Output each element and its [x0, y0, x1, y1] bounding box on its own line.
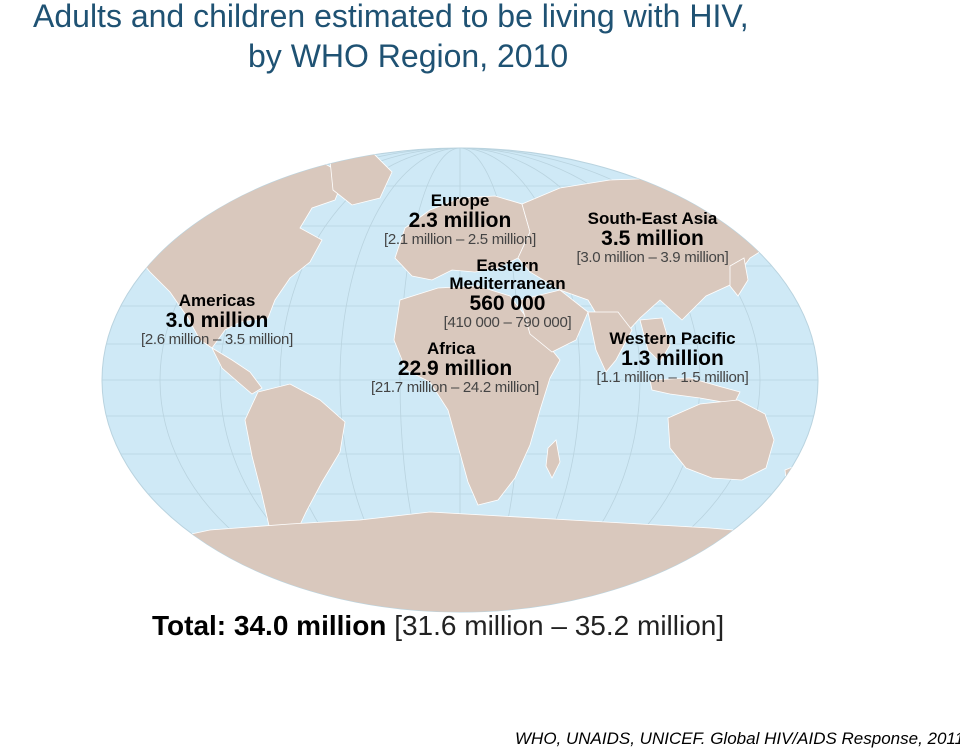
region-label-eastern-mediterranean: Eastern Mediterranean 560 000 [410 000 –… [420, 256, 595, 332]
central-america-landmass [211, 346, 263, 395]
region-value: 3.0 million [165, 309, 269, 332]
region-value: 22.9 million [397, 357, 513, 380]
region-label-africa: Africa 22.9 million [21.7 million – 24.2… [355, 339, 555, 397]
region-range: [2.1 million – 2.5 million] [384, 231, 536, 248]
region-name-line-1: Eastern [476, 256, 539, 275]
region-value: 560 000 [469, 292, 546, 315]
region-name: Americas [178, 291, 256, 310]
africa-landmass [393, 285, 561, 506]
region-range: [3.0 million – 3.9 million] [576, 249, 729, 266]
region-name: Western Pacific [609, 329, 736, 348]
india-landmass [587, 311, 633, 373]
region-range: [410 000 – 790 000] [443, 314, 572, 331]
new-zealand-landmass [784, 465, 799, 497]
total-summary: Total: 34.0 million [31.6 million – 35.2… [152, 610, 724, 642]
title-line-1: Adults and children estimated to be livi… [33, 0, 749, 34]
southeast-asia-landmass [639, 317, 671, 363]
region-label-western-pacific: Western Pacific 1.3 million [1.1 million… [575, 329, 770, 387]
region-label-americas: Americas 3.0 million [2.6 million – 3.5 … [127, 291, 307, 349]
region-name-line-2: Mediterranean [449, 274, 566, 293]
region-label-south-east-asia: South-East Asia 3.5 million [3.0 million… [555, 209, 750, 267]
japan-landmass [729, 257, 749, 297]
region-range: [2.6 million – 3.5 million] [141, 331, 293, 348]
title-line-2: by WHO Region, 2010 [248, 38, 569, 74]
region-name: Africa [427, 339, 476, 358]
region-name: South-East Asia [587, 209, 718, 228]
region-range: [1.1 million – 1.5 million] [596, 369, 749, 386]
australia-landmass [667, 399, 775, 481]
total-range: [31.6 million – 35.2 million] [394, 610, 725, 641]
madagascar-landmass [545, 439, 561, 479]
region-value: 1.3 million [621, 347, 724, 370]
region-value: 2.3 million [408, 209, 512, 232]
region-label-europe: Europe 2.3 million [2.1 million – 2.5 mi… [360, 191, 560, 249]
region-value: 3.5 million [601, 227, 704, 250]
region-name: Europe [430, 191, 490, 210]
total-value: Total: 34.0 million [152, 610, 387, 641]
source-citation: WHO, UNAIDS, UNICEF. Global HIV/AIDS Res… [515, 729, 960, 748]
region-range: [21.7 million – 24.2 million] [370, 379, 540, 396]
